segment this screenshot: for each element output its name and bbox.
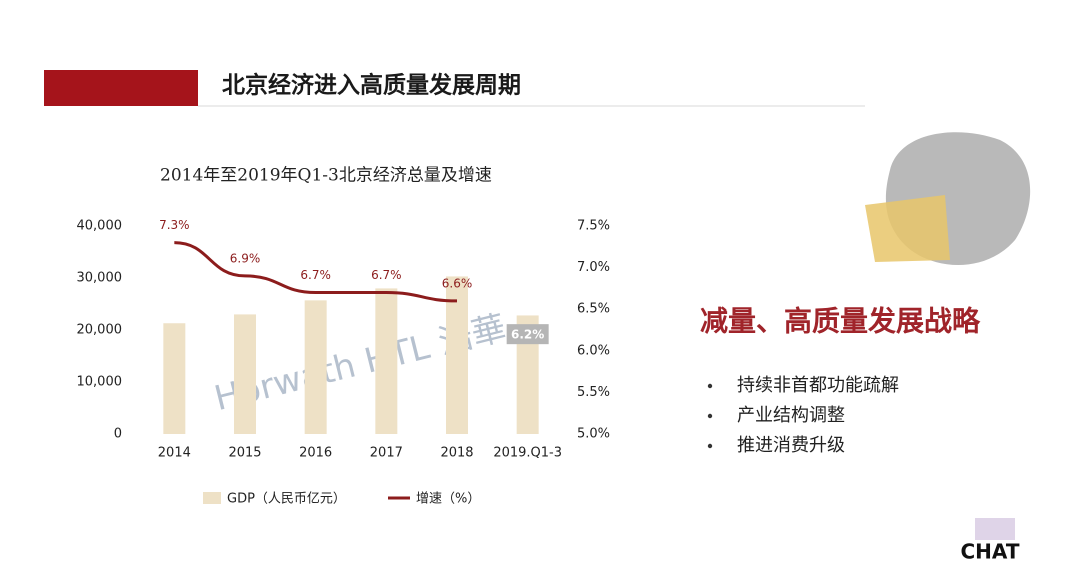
y2-tick-label: 5.5% (577, 385, 610, 400)
bullet-text: 产业结构调整 (737, 405, 845, 426)
x-tick-label: 2019.Q1-3 (493, 446, 562, 461)
bullet-text: 持续非首都功能疏解 (737, 375, 899, 396)
data-label: 6.7% (371, 268, 402, 282)
y-tick-label: 0 (114, 427, 122, 442)
bar (234, 314, 256, 434)
data-label: 6.6% (442, 276, 473, 290)
y-tick-label: 20,000 (77, 323, 123, 338)
bar (375, 288, 398, 434)
y-tick-label: 10,000 (77, 375, 123, 390)
header-title: 北京经济进入高质量发展周期 (222, 72, 521, 99)
data-label: 7.3% (159, 218, 190, 232)
data-label: 6.9% (230, 251, 261, 265)
bullet-dot (707, 443, 713, 449)
y2-tick-label: 7.5% (577, 219, 610, 234)
x-tick-label: 2018 (440, 446, 473, 461)
y-tick-label: 40,000 (77, 219, 123, 234)
data-label: 6.7% (300, 268, 331, 282)
bar (446, 276, 468, 434)
strategy-title: 减量、高质量发展战略 (700, 305, 981, 338)
line (174, 241, 458, 303)
legend-swatch (203, 492, 221, 504)
legend-label: GDP（人民币亿元） (227, 492, 346, 507)
bullet-text: 推进消费升级 (737, 435, 845, 456)
bullet-dot (707, 383, 713, 389)
x-tick-label: 2017 (370, 446, 403, 461)
header-bar (44, 70, 198, 106)
x-tick-label: 2014 (158, 446, 191, 461)
chart-title: 2014年至2019年Q1-3北京经济总量及增速 (160, 166, 492, 186)
annotation-box (506, 324, 549, 345)
bullet-dot (707, 413, 713, 419)
y2-tick-label: 6.5% (577, 302, 610, 317)
logo-icon (975, 518, 1015, 540)
y-tick-label: 30,000 (77, 271, 123, 286)
y2-tick-label: 5.0% (577, 427, 610, 442)
bar (163, 323, 186, 434)
decor-blob (865, 132, 1031, 265)
annotation-label: 6.2% (511, 328, 544, 342)
bar (516, 315, 539, 434)
y2-tick-label: 6.0% (577, 343, 610, 358)
x-tick-label: 2015 (228, 446, 261, 461)
bar (304, 300, 327, 434)
chart: 0 10,000 20,000 30,000 40,000 5.0% 5.5% 6.0% 6.5… (77, 218, 611, 506)
logo: CHAT (961, 540, 1020, 564)
legend-label: 增速（%） (416, 492, 480, 507)
x-tick-label: 2016 (299, 446, 332, 461)
y2-tick-label: 7.0% (577, 260, 610, 275)
